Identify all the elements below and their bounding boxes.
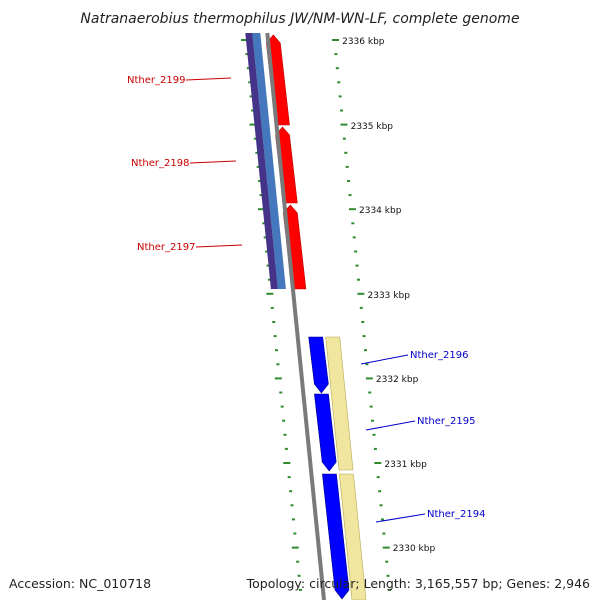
label-track: 2336 kbp 2335 kbp 2334 kbp 2333 kbp 2332 kbp…: [127, 37, 485, 554]
gene-label: Nther_2194: [427, 509, 485, 520]
ruler-label: 2335 kbp: [351, 122, 394, 132]
ruler-label: 2333 kbp: [368, 291, 411, 301]
ruler-label: 2332 kbp: [376, 375, 419, 385]
gene-label-leader: [365, 420, 416, 431]
forward-cds-arrow: [322, 473, 350, 600]
ruler-label: 2334 kbp: [359, 206, 402, 216]
backbone-track: [265, 32, 326, 600]
gene-label-leader: [189, 160, 237, 164]
feature-track: [245, 33, 367, 600]
reverse-gene-feature: [254, 125, 270, 203]
map-title: Natranaerobius thermophilus JW/NM-WN-LF,…: [80, 11, 519, 27]
backbone-line: [265, 32, 326, 600]
gene-label-leader: [360, 354, 409, 365]
ruler-label: 2330 kbp: [393, 544, 436, 554]
gene-label-leader: [195, 244, 243, 248]
ruler-label: 2331 kbp: [384, 460, 427, 470]
gene-label: Nther_2198: [131, 158, 189, 169]
forward-cds-arrow: [314, 393, 337, 472]
reverse-gene-feature: [245, 33, 262, 125]
gene-label: Nther_2196: [410, 350, 468, 361]
forward-cds-arrow: [308, 336, 329, 394]
reverse-rna-feature: [269, 203, 286, 289]
gene-label-leader: [185, 77, 232, 81]
gene-label: Nther_2197: [137, 242, 195, 253]
gene-label: Nther_2195: [417, 416, 475, 427]
forward-feature-band: [325, 336, 354, 471]
accession-text: Accession: NC_010718: [9, 576, 152, 591]
ruler-label: 2336 kbp: [342, 37, 385, 47]
gene-label-leader: [375, 513, 426, 523]
reverse-rna-feature: [252, 33, 270, 125]
reverse-rna-feature: [261, 125, 278, 203]
reverse-gene-feature: [262, 203, 278, 289]
genome-stats-text: Topology: circular; Length: 3,165,557 bp…: [246, 576, 590, 591]
gene-label: Nther_2199: [127, 75, 185, 86]
forward-feature-band: [339, 473, 367, 600]
